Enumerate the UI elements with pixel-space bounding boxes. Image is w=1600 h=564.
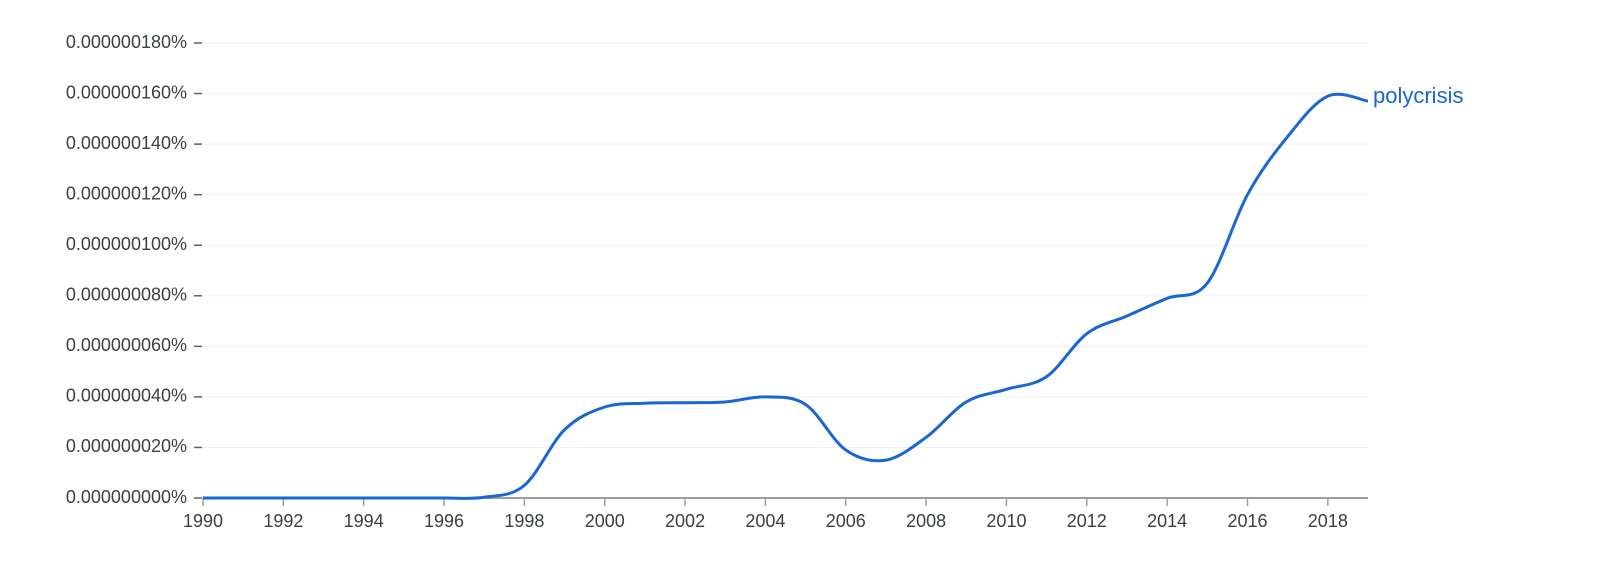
y-tick-label: 0.000000040% [66, 386, 187, 406]
y-tick-label: 0.000000000% [66, 487, 187, 507]
y-tick-label: 0.000000180% [66, 32, 187, 52]
y-tick-label: 0.000000140% [66, 133, 187, 153]
y-tick-label: 0.000000120% [66, 183, 187, 203]
y-tick-label: 0.000000020% [66, 436, 187, 456]
x-tick-label: 2016 [1227, 511, 1267, 531]
x-tick-label: 2006 [826, 511, 866, 531]
x-tick-label: 2010 [986, 511, 1026, 531]
x-tick-label: 1996 [424, 511, 464, 531]
y-tick-label: 0.000000060% [66, 335, 187, 355]
x-tick-label: 2014 [1147, 511, 1187, 531]
y-tick-label: 0.000000100% [66, 234, 187, 254]
x-tick-label: 2004 [745, 511, 785, 531]
y-tick-label: 0.000000160% [66, 82, 187, 102]
x-tick-label: 1994 [344, 511, 384, 531]
x-tick-label: 2000 [585, 511, 625, 531]
x-tick-label: 2018 [1308, 511, 1348, 531]
x-tick-label: 2008 [906, 511, 946, 531]
x-tick-label: 2012 [1067, 511, 1107, 531]
line-series [203, 92, 1369, 500]
y-tick-label: 0.000000080% [66, 285, 187, 305]
x-tick-label: 1992 [263, 511, 303, 531]
x-tick-label: 1998 [504, 511, 544, 531]
series-label: polycrisis [1373, 83, 1463, 108]
x-tick-label: 1990 [183, 511, 223, 531]
x-tick-label: 2002 [665, 511, 705, 531]
